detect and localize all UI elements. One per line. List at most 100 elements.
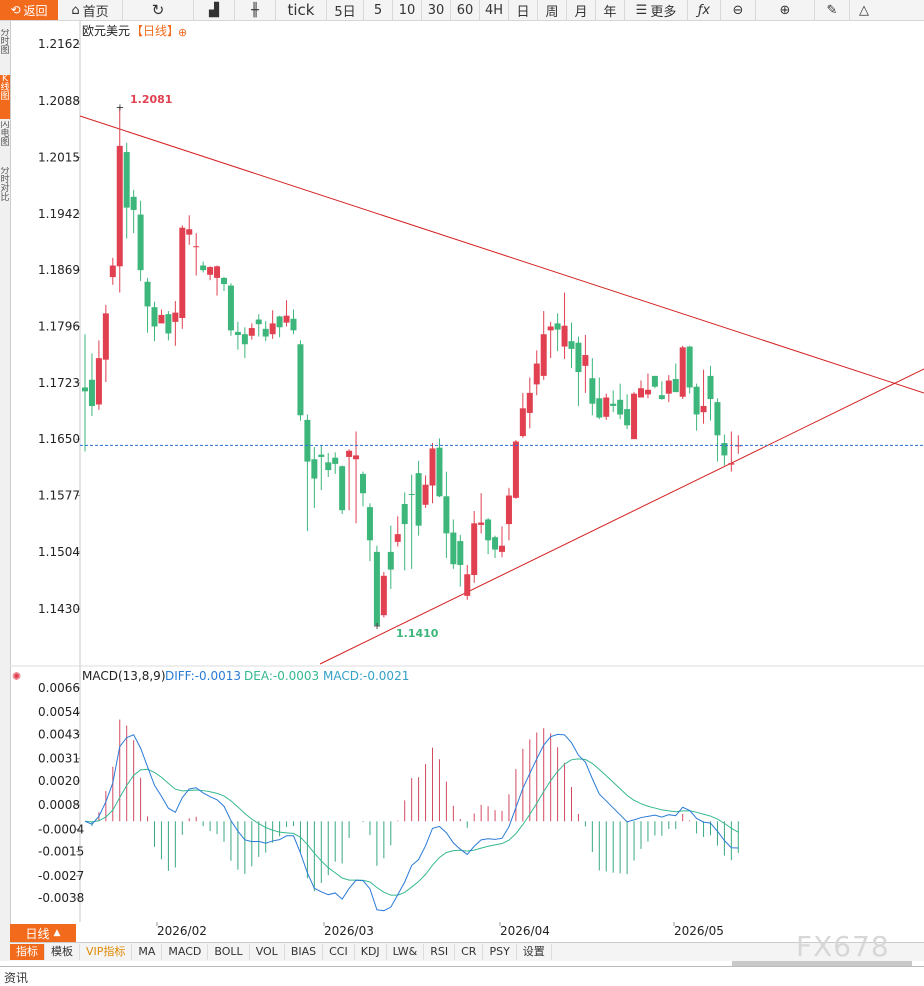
candle-body bbox=[686, 346, 693, 388]
candlestick-icon: ╫ bbox=[251, 2, 259, 18]
candle-body bbox=[234, 331, 241, 335]
period-4h[interactable]: 4H bbox=[480, 0, 509, 20]
tick-button[interactable]: tick bbox=[276, 0, 327, 20]
info-tab[interactable]: 资讯 bbox=[4, 971, 29, 985]
ind-cr[interactable]: CR bbox=[455, 944, 484, 960]
ind-ma[interactable]: MA bbox=[132, 944, 163, 960]
candle-body bbox=[568, 341, 575, 349]
candle-body bbox=[130, 196, 137, 210]
chart-style-button[interactable]: ▟ bbox=[194, 0, 235, 20]
candle-body bbox=[492, 537, 499, 550]
candle-body bbox=[366, 507, 373, 541]
period-10[interactable]: 10 bbox=[393, 0, 422, 20]
macd-value: MACD:-0.0021 bbox=[323, 669, 409, 683]
candle-style-button[interactable]: ╫ bbox=[235, 0, 276, 20]
price-tick-label: 1.1430 bbox=[38, 602, 80, 616]
macd-tick-label: -0.0027 bbox=[38, 869, 84, 883]
period-week[interactable]: 周 bbox=[538, 0, 567, 20]
period-30[interactable]: 30 bbox=[422, 0, 451, 20]
high-label: 1.2081 bbox=[130, 93, 172, 106]
home-button[interactable]: ⌂ 首页 bbox=[58, 0, 123, 20]
ind-settings[interactable]: 设置 bbox=[517, 944, 552, 960]
candle-body bbox=[88, 379, 95, 407]
ind-tab-indicators[interactable]: 指标 bbox=[10, 944, 45, 960]
candle-body bbox=[332, 457, 339, 464]
macd-dea: DEA:-0.0003 bbox=[244, 669, 319, 683]
back-button[interactable]: ⟲ 返回 bbox=[0, 0, 58, 20]
candle-body bbox=[464, 574, 471, 596]
period-month[interactable]: 月 bbox=[567, 0, 596, 20]
ind-tab-template[interactable]: 模板 bbox=[45, 944, 80, 960]
candle-body bbox=[728, 463, 735, 465]
candle-body bbox=[221, 277, 227, 285]
dea-line bbox=[84, 758, 739, 896]
ind-kdj[interactable]: KDJ bbox=[355, 944, 387, 960]
zoom-out-button[interactable]: ⊖ bbox=[721, 0, 756, 20]
macd-title: MACD(13,8,9) bbox=[82, 669, 166, 683]
candle-body bbox=[241, 334, 248, 345]
macd-tick-label: -0.0038 bbox=[38, 891, 84, 905]
horizontal-scrollbar[interactable] bbox=[732, 961, 912, 967]
refresh-button[interactable]: ↻ bbox=[123, 0, 194, 20]
draw-button[interactable]: ✎ bbox=[815, 0, 850, 20]
candle-body bbox=[617, 399, 624, 415]
ind-macd[interactable]: MACD bbox=[162, 944, 209, 960]
candle-body bbox=[735, 445, 742, 447]
candle-body bbox=[610, 403, 617, 407]
candle-body bbox=[387, 551, 394, 570]
low-marker: + bbox=[373, 621, 381, 632]
candle-body bbox=[151, 307, 158, 327]
candle-body bbox=[353, 455, 360, 460]
period-5[interactable]: 5 bbox=[364, 0, 393, 20]
side-tab-compare[interactable]: 分时对比 bbox=[0, 167, 10, 203]
ind-rsi[interactable]: RSI bbox=[424, 944, 456, 960]
resistance-trendline bbox=[79, 115, 924, 394]
period-60[interactable]: 60 bbox=[451, 0, 480, 20]
info-bar: 资讯 bbox=[0, 966, 924, 985]
macd-settings-icon[interactable]: ✺ bbox=[12, 670, 21, 683]
zoom-in-button[interactable]: ⊕ bbox=[756, 0, 815, 20]
expand-button[interactable]: △ bbox=[850, 0, 878, 20]
low-label: 1.1410 bbox=[396, 627, 439, 640]
period-button[interactable]: 日线 ▲ bbox=[10, 924, 76, 942]
more-button[interactable]: ☰ 更多 bbox=[625, 0, 688, 20]
period-year[interactable]: 年 bbox=[596, 0, 625, 20]
ind-psy[interactable]: PSY bbox=[483, 944, 517, 960]
candle-body bbox=[255, 319, 262, 325]
candle-body bbox=[269, 323, 276, 335]
candle-body bbox=[499, 545, 505, 552]
side-tab-kline[interactable]: K线图 bbox=[0, 75, 10, 119]
settings-icon[interactable]: ⊕ bbox=[178, 26, 187, 39]
formula-button[interactable]: ƒx bbox=[688, 0, 721, 20]
period-day[interactable]: 日 bbox=[509, 0, 538, 20]
home-icon: ⌂ bbox=[71, 2, 80, 18]
candle-body bbox=[116, 145, 123, 267]
ind-cci[interactable]: CCI bbox=[323, 944, 355, 960]
ind-bias[interactable]: BIAS bbox=[285, 944, 324, 960]
zoom-in-icon: ⊕ bbox=[779, 2, 791, 18]
candle-body bbox=[283, 315, 290, 323]
candle-body bbox=[380, 575, 387, 616]
period-5day[interactable]: 5日 bbox=[327, 0, 364, 20]
zoom-out-icon: ⊖ bbox=[732, 2, 744, 18]
macd-tick-label: -0.0004 bbox=[38, 822, 84, 836]
candle-body bbox=[443, 496, 450, 534]
candle-body bbox=[186, 229, 193, 235]
candle-body bbox=[179, 227, 186, 319]
ind-tab-vip[interactable]: VIP指标 bbox=[80, 944, 133, 960]
price-tick-label: 1.1504 bbox=[38, 545, 80, 559]
candle-body bbox=[144, 281, 151, 307]
back-arrow-icon: ⟲ bbox=[10, 3, 21, 17]
ind-boll[interactable]: BOLL bbox=[208, 944, 250, 960]
candle-body bbox=[519, 408, 526, 437]
ind-lw[interactable]: LW& bbox=[387, 944, 425, 960]
side-tab-flash[interactable]: 闪电图 bbox=[0, 121, 10, 148]
watermark-logo: FX678 bbox=[796, 930, 890, 963]
ind-vol[interactable]: VOL bbox=[250, 944, 285, 960]
menu-icon: ☰ bbox=[635, 2, 648, 18]
side-tab-timeshare[interactable]: 分时图 bbox=[0, 29, 10, 56]
macd-tick-label: 0.0020 bbox=[38, 774, 80, 788]
candle-body bbox=[485, 519, 492, 541]
candle-body bbox=[471, 523, 478, 576]
